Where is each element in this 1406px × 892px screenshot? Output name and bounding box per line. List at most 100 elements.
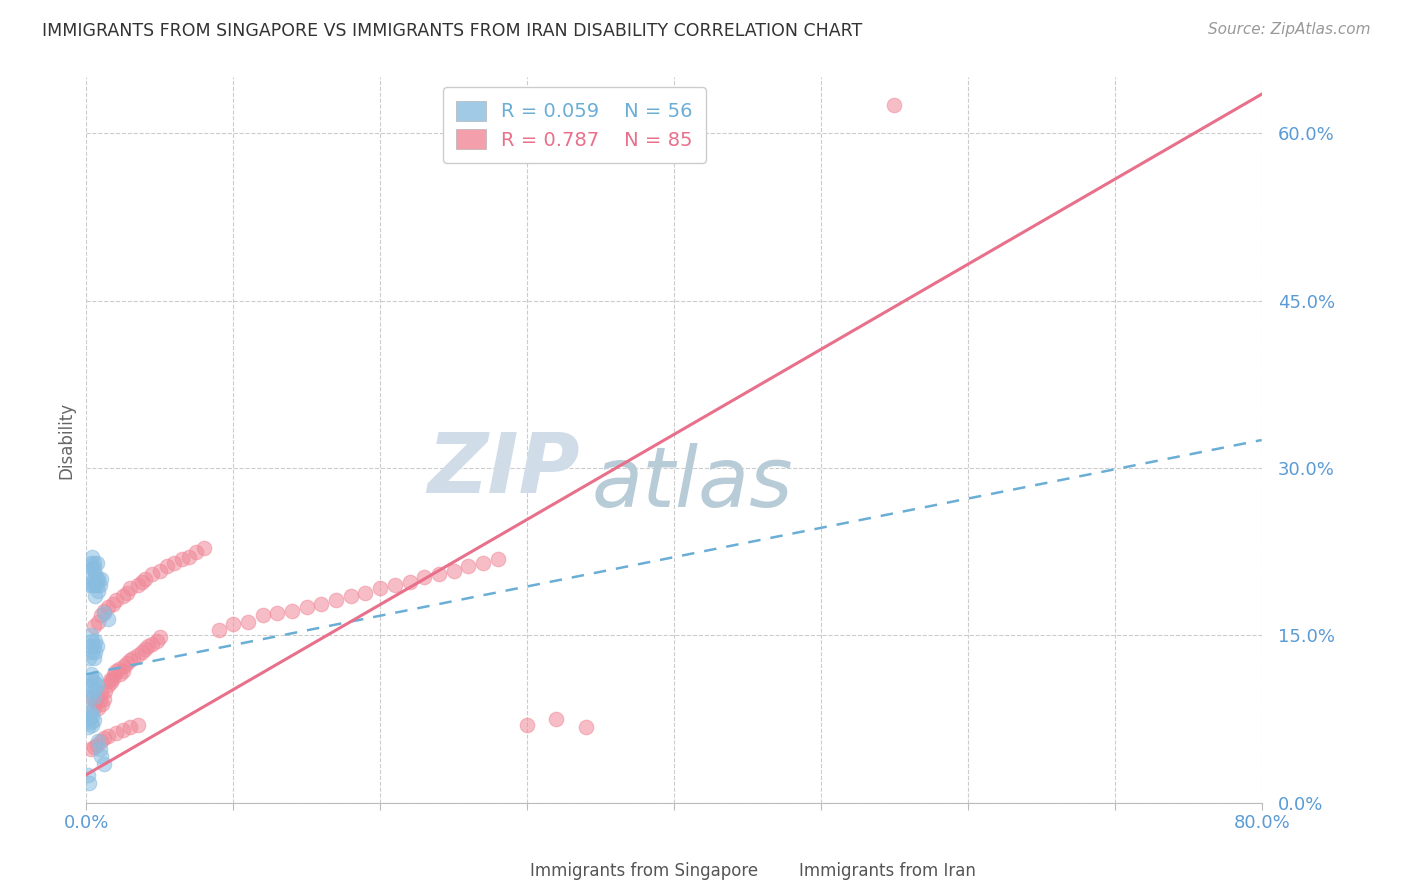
Point	[546, 712, 568, 726]
Point	[86, 678, 108, 692]
Point	[80, 640, 103, 654]
Point	[86, 738, 108, 752]
Point	[127, 578, 149, 592]
Point	[80, 742, 103, 756]
Point	[236, 615, 259, 629]
Point	[83, 739, 105, 754]
Point	[77, 775, 100, 789]
Point	[83, 573, 105, 587]
Point	[84, 566, 107, 581]
Point	[82, 708, 104, 723]
Point	[141, 566, 163, 581]
Point	[127, 717, 149, 731]
Point	[193, 541, 215, 556]
Point	[93, 691, 115, 706]
Point	[266, 606, 288, 620]
Point	[117, 656, 139, 670]
Point	[384, 578, 406, 592]
Point	[82, 673, 104, 687]
Point	[575, 720, 598, 734]
Point	[149, 631, 172, 645]
Point	[80, 628, 103, 642]
Point	[127, 648, 149, 663]
Point	[339, 589, 361, 603]
Point	[83, 700, 105, 714]
Point	[80, 678, 103, 692]
Point	[91, 698, 114, 712]
Point	[207, 623, 229, 637]
Point	[87, 615, 110, 629]
Point	[87, 734, 110, 748]
Point	[368, 582, 391, 596]
Point	[108, 667, 131, 681]
Point	[83, 640, 105, 654]
Point	[83, 675, 105, 690]
Point	[89, 693, 111, 707]
Point	[311, 597, 333, 611]
Point	[90, 573, 112, 587]
Point	[117, 586, 139, 600]
Point	[179, 550, 201, 565]
Point	[146, 633, 169, 648]
Point	[120, 582, 142, 596]
Point	[82, 633, 104, 648]
Point	[457, 559, 479, 574]
Point	[443, 564, 465, 578]
Point	[80, 566, 103, 581]
Point	[90, 686, 112, 700]
Point	[86, 573, 108, 587]
Point	[89, 578, 111, 592]
Point	[93, 756, 115, 771]
Point	[186, 544, 208, 558]
Point	[86, 640, 108, 654]
Point	[170, 552, 193, 566]
Point	[84, 645, 107, 659]
Text: Immigrants from Singapore: Immigrants from Singapore	[530, 863, 758, 880]
Point	[122, 650, 145, 665]
Point	[80, 690, 103, 704]
Point	[82, 550, 104, 565]
Point	[97, 600, 120, 615]
Point	[131, 645, 153, 659]
Point	[86, 556, 108, 570]
Point	[222, 617, 245, 632]
Point	[97, 729, 120, 743]
Point	[87, 583, 110, 598]
Point	[83, 713, 105, 727]
Point	[80, 715, 103, 730]
Point	[76, 720, 98, 734]
Point	[84, 578, 107, 592]
Point	[93, 731, 115, 745]
Point	[77, 704, 100, 718]
Point	[413, 570, 436, 584]
Point	[398, 574, 420, 589]
Point	[84, 695, 107, 709]
Point	[98, 673, 121, 687]
Point	[83, 561, 105, 575]
Point	[87, 700, 110, 714]
Point	[84, 589, 107, 603]
Point	[149, 564, 172, 578]
Point	[82, 684, 104, 698]
Point	[82, 645, 104, 659]
Point	[82, 717, 104, 731]
Point	[89, 742, 111, 756]
Point	[86, 578, 108, 592]
Point	[90, 734, 112, 748]
Point	[103, 667, 125, 681]
Point	[86, 690, 108, 704]
Point	[101, 597, 124, 611]
Point	[77, 650, 100, 665]
Point	[114, 659, 136, 673]
Text: IMMIGRANTS FROM SINGAPORE VS IMMIGRANTS FROM IRAN DISABILITY CORRELATION CHART: IMMIGRANTS FROM SINGAPORE VS IMMIGRANTS …	[42, 22, 862, 40]
Point	[80, 556, 103, 570]
Point	[295, 600, 318, 615]
Point	[82, 561, 104, 575]
Legend: R = 0.059    N = 56, R = 0.787    N = 85: R = 0.059 N = 56, R = 0.787 N = 85	[443, 87, 706, 163]
Text: Source: ZipAtlas.com: Source: ZipAtlas.com	[1208, 22, 1371, 37]
Point	[427, 566, 450, 581]
Point	[325, 592, 347, 607]
Point	[472, 556, 495, 570]
Point	[111, 664, 134, 678]
Point	[83, 690, 105, 704]
